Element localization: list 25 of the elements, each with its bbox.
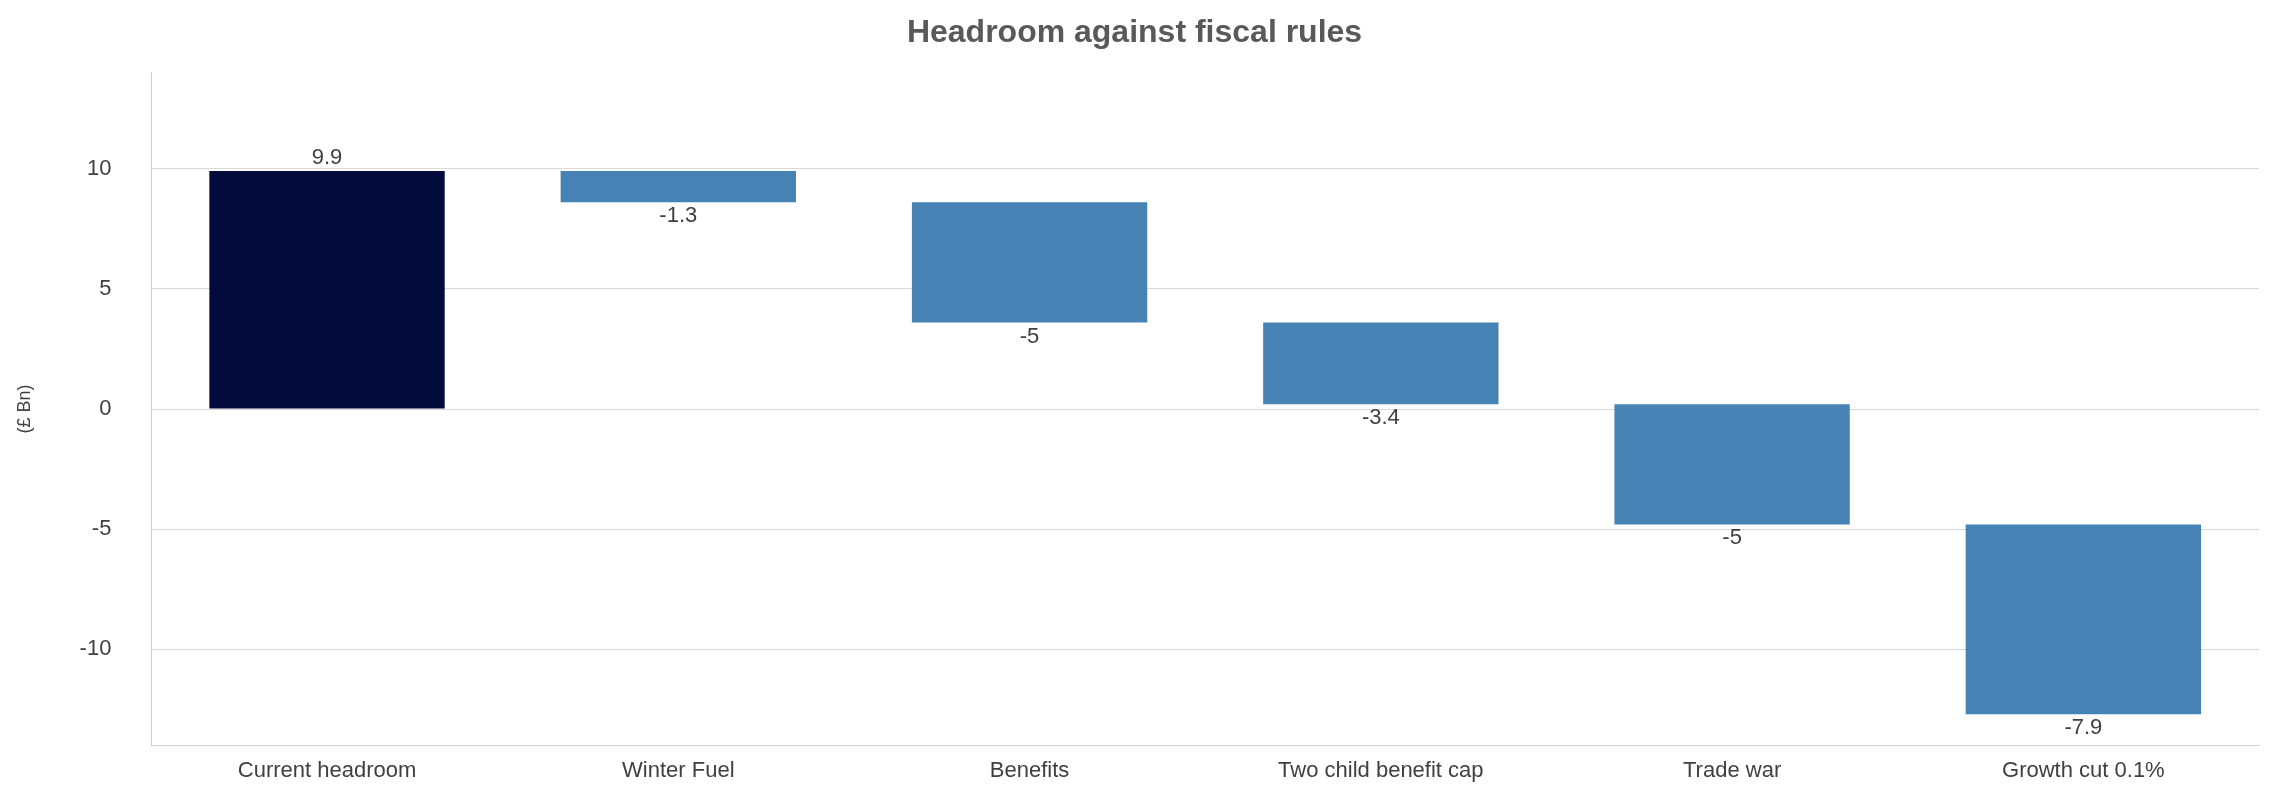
bar: [1614, 404, 1850, 525]
y-tick-label: 5: [99, 274, 112, 300]
x-tick-label: Winter Fuel: [622, 756, 735, 782]
x-tick-label: Benefits: [989, 756, 1070, 782]
bar: [1263, 322, 1499, 405]
data-label: -1.3: [659, 202, 698, 228]
x-tick-label: Two child benefit cap: [1278, 756, 1484, 782]
data-label: -7.9: [2064, 714, 2103, 740]
y-tick-label: -5: [91, 515, 112, 541]
x-tick-label: Current headroom: [237, 756, 417, 782]
data-label: -3.4: [1361, 404, 1400, 430]
bar: [209, 170, 445, 409]
chart-title: Headroom against fiscal rules: [906, 13, 1363, 50]
bar: [1965, 524, 2202, 715]
data-label: -5: [1019, 322, 1040, 348]
x-tick-label: Trade war: [1682, 756, 1782, 782]
x-tick-label: Growth cut 0.1%: [2002, 756, 2165, 782]
y-tick-label: 10: [86, 154, 112, 180]
data-label: 9.9: [311, 144, 343, 170]
y-tick-label: 0: [99, 395, 112, 421]
bar: [911, 202, 1148, 323]
y-tick-label: -10: [79, 635, 112, 661]
y-axis-title: (£ Bn): [13, 384, 34, 434]
data-label: -5: [1722, 524, 1742, 550]
bar: [560, 170, 796, 203]
